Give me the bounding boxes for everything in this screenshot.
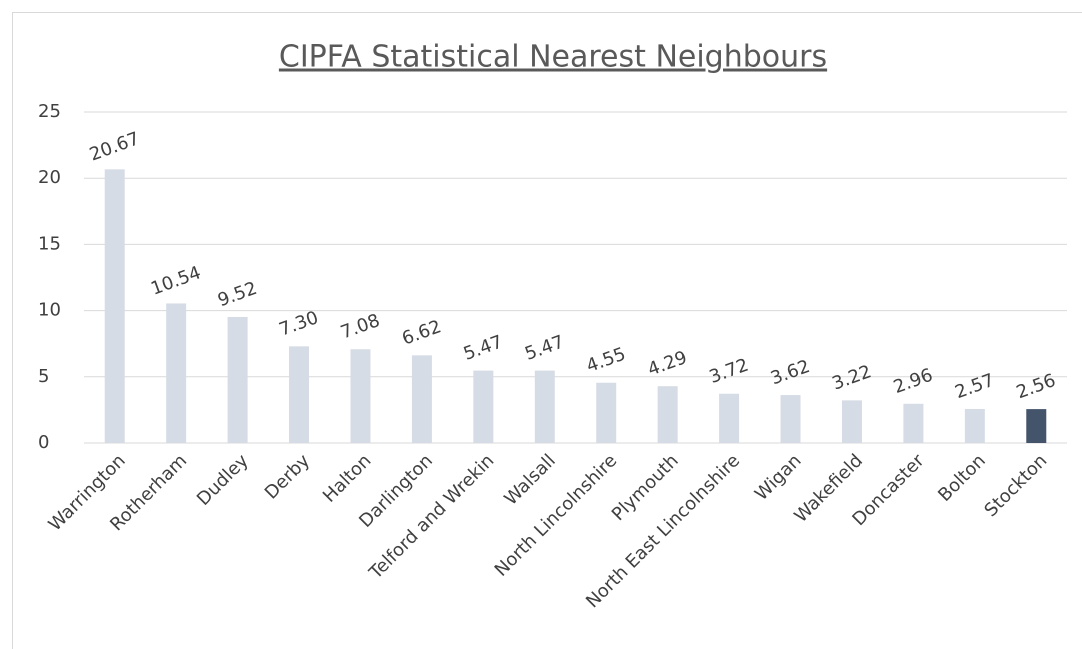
bar [350, 349, 371, 443]
bar [473, 370, 494, 443]
bar [903, 403, 924, 443]
bar [227, 316, 248, 443]
y-tick-label: 15 [38, 233, 61, 254]
bar [289, 346, 310, 443]
bar [411, 355, 432, 443]
y-tick-label: 5 [38, 366, 49, 387]
chart-border [12, 12, 1082, 649]
bar [1026, 409, 1047, 443]
bar [657, 386, 678, 443]
bar [964, 408, 985, 443]
chart-title: CIPFA Statistical Nearest Neighbours [279, 40, 827, 75]
bar [534, 370, 555, 443]
y-tick-label: 25 [38, 101, 61, 122]
y-tick-label: 20 [38, 167, 61, 188]
bar [841, 400, 862, 443]
y-tick-label: 0 [38, 432, 49, 453]
y-tick-label: 10 [38, 300, 61, 321]
bar [166, 303, 187, 443]
bar [780, 395, 801, 443]
bar [719, 393, 740, 443]
bar [104, 169, 125, 443]
bar [596, 382, 617, 443]
